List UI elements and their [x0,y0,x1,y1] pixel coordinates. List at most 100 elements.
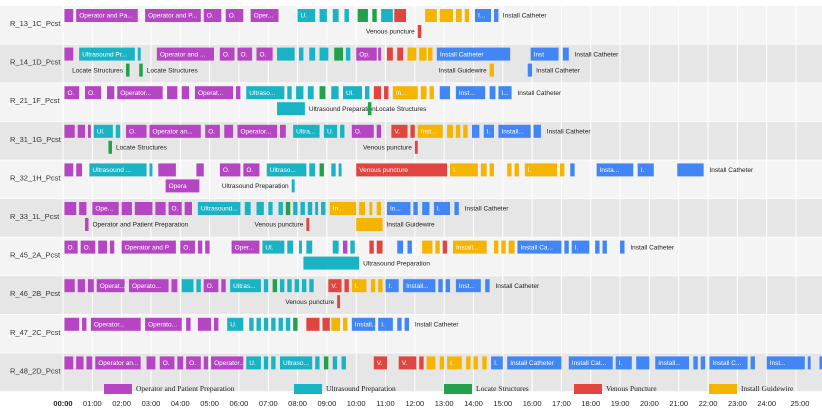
segment-cath [385,279,399,293]
segment-us [256,202,264,215]
segment-gw [376,202,382,215]
segment-gw [425,9,437,22]
legend-swatch [104,384,132,394]
legend-item-us: Ultrasound Preparation [294,384,396,394]
segment-prep [98,240,107,254]
segment-us [319,9,327,22]
x-tick-label: 23:00 [728,399,747,408]
segment-label: Inst... [459,90,475,97]
segment-cath [677,163,704,177]
segment-gw [351,279,367,293]
segment-label: In... [396,90,407,97]
segment-label: I. [494,360,498,367]
segment-label: Ul. [346,90,354,97]
segment-label: U. [249,360,256,367]
annotation-label: Install Guidewire [439,67,487,74]
segment-cath [472,124,480,138]
segment-gw [452,240,487,254]
segment-label: V. [331,283,337,290]
segment-us [277,47,295,61]
segment-label: Operator and P... [148,13,197,20]
segment-label: O. [207,283,214,290]
annotation-bar-loc [367,102,372,116]
segment-us [323,124,338,138]
segment-label: Insta... [600,167,620,174]
segment-gw [426,356,436,370]
segment-gw [501,240,506,254]
row-R_48_2D_Pcst: R_48_2D_Pcst Operator an... O. O. Operator..… [0,353,822,392]
segment-label: V. [377,360,383,367]
segment-cath [507,356,562,370]
segment-label: Ultrasound ... [92,167,131,174]
segment-prep [196,163,204,177]
segment-us [271,317,276,331]
segment-prep [243,163,260,177]
legend-item-gw: Install Guidewire [709,384,794,394]
segment-cath [485,279,490,293]
segment-prep [221,279,226,293]
segment-prep [279,124,286,138]
segment-cath [766,356,805,370]
segment-prep [184,202,193,215]
segment-ven [384,86,389,100]
segment-label: I. [381,322,385,329]
segment-cath [454,202,459,215]
segment-label: Op. [359,51,370,58]
segment-label: O. [223,167,230,174]
x-tick-label: 19:00 [611,399,630,408]
segment-gw [422,240,433,254]
annotation-bar-label: Opera [169,183,187,190]
segment-label: Ultrasound... [201,206,238,213]
segment-label: Install Catheter [510,360,555,367]
segment-label: Venous puncture [359,167,408,174]
segment-label: Ul. [97,129,105,136]
segment-ven [328,279,342,293]
segment-prep [168,202,182,215]
segment-label: Inst [534,51,545,58]
annotation-bar-us [277,102,305,116]
segment-prep [145,9,201,22]
x-tick-label: 20:00 [640,399,659,408]
segment-label: Inst... [421,129,437,136]
segment-prep [231,240,260,254]
segment-prep [158,163,176,177]
x-tick-label: 05:00 [200,399,219,408]
segment-us [381,9,393,22]
segment-us [331,86,339,100]
segment-gw [489,163,495,177]
segment-prep [356,47,377,61]
x-axis: 00:00 01:00 02:00 03:00 04:00 05:00 06:00 07:00… [53,399,809,408]
annotation-bar-ven [337,295,341,309]
annotation-label: Venous puncture [285,299,334,306]
annotation-label: Locate Structures [116,145,168,152]
segment-prep [87,124,91,138]
segment-us [263,356,269,370]
segment-prep [186,317,191,331]
segment-cath [498,86,512,100]
segment-loc [372,9,377,22]
segment-cath [422,202,430,215]
segment-prep [134,202,153,215]
segment-gw [417,124,443,138]
segment-cath [407,240,412,254]
segment-label: I. [575,244,579,251]
annotation-label: Venous puncture [366,29,415,36]
x-tick-label: 02:00 [112,399,131,408]
segment-label: I. [437,206,441,213]
segment-label: I. [641,167,645,174]
segment-gw [343,317,348,331]
segment-ven [344,279,349,293]
segment-ven [373,356,387,370]
segment-prep [219,163,241,177]
segment-prep [177,356,184,370]
segment-label: I. [528,167,532,174]
annotation-label: Locate Structures [375,106,427,113]
segment-prep [224,124,234,138]
segment-loc [272,279,278,293]
segment-label: O. [189,360,196,367]
segment-label: O. [355,129,362,136]
segment-prep [64,47,74,61]
segment-prep [343,240,348,254]
legend-swatch [294,384,322,394]
segment-ven [376,240,383,254]
